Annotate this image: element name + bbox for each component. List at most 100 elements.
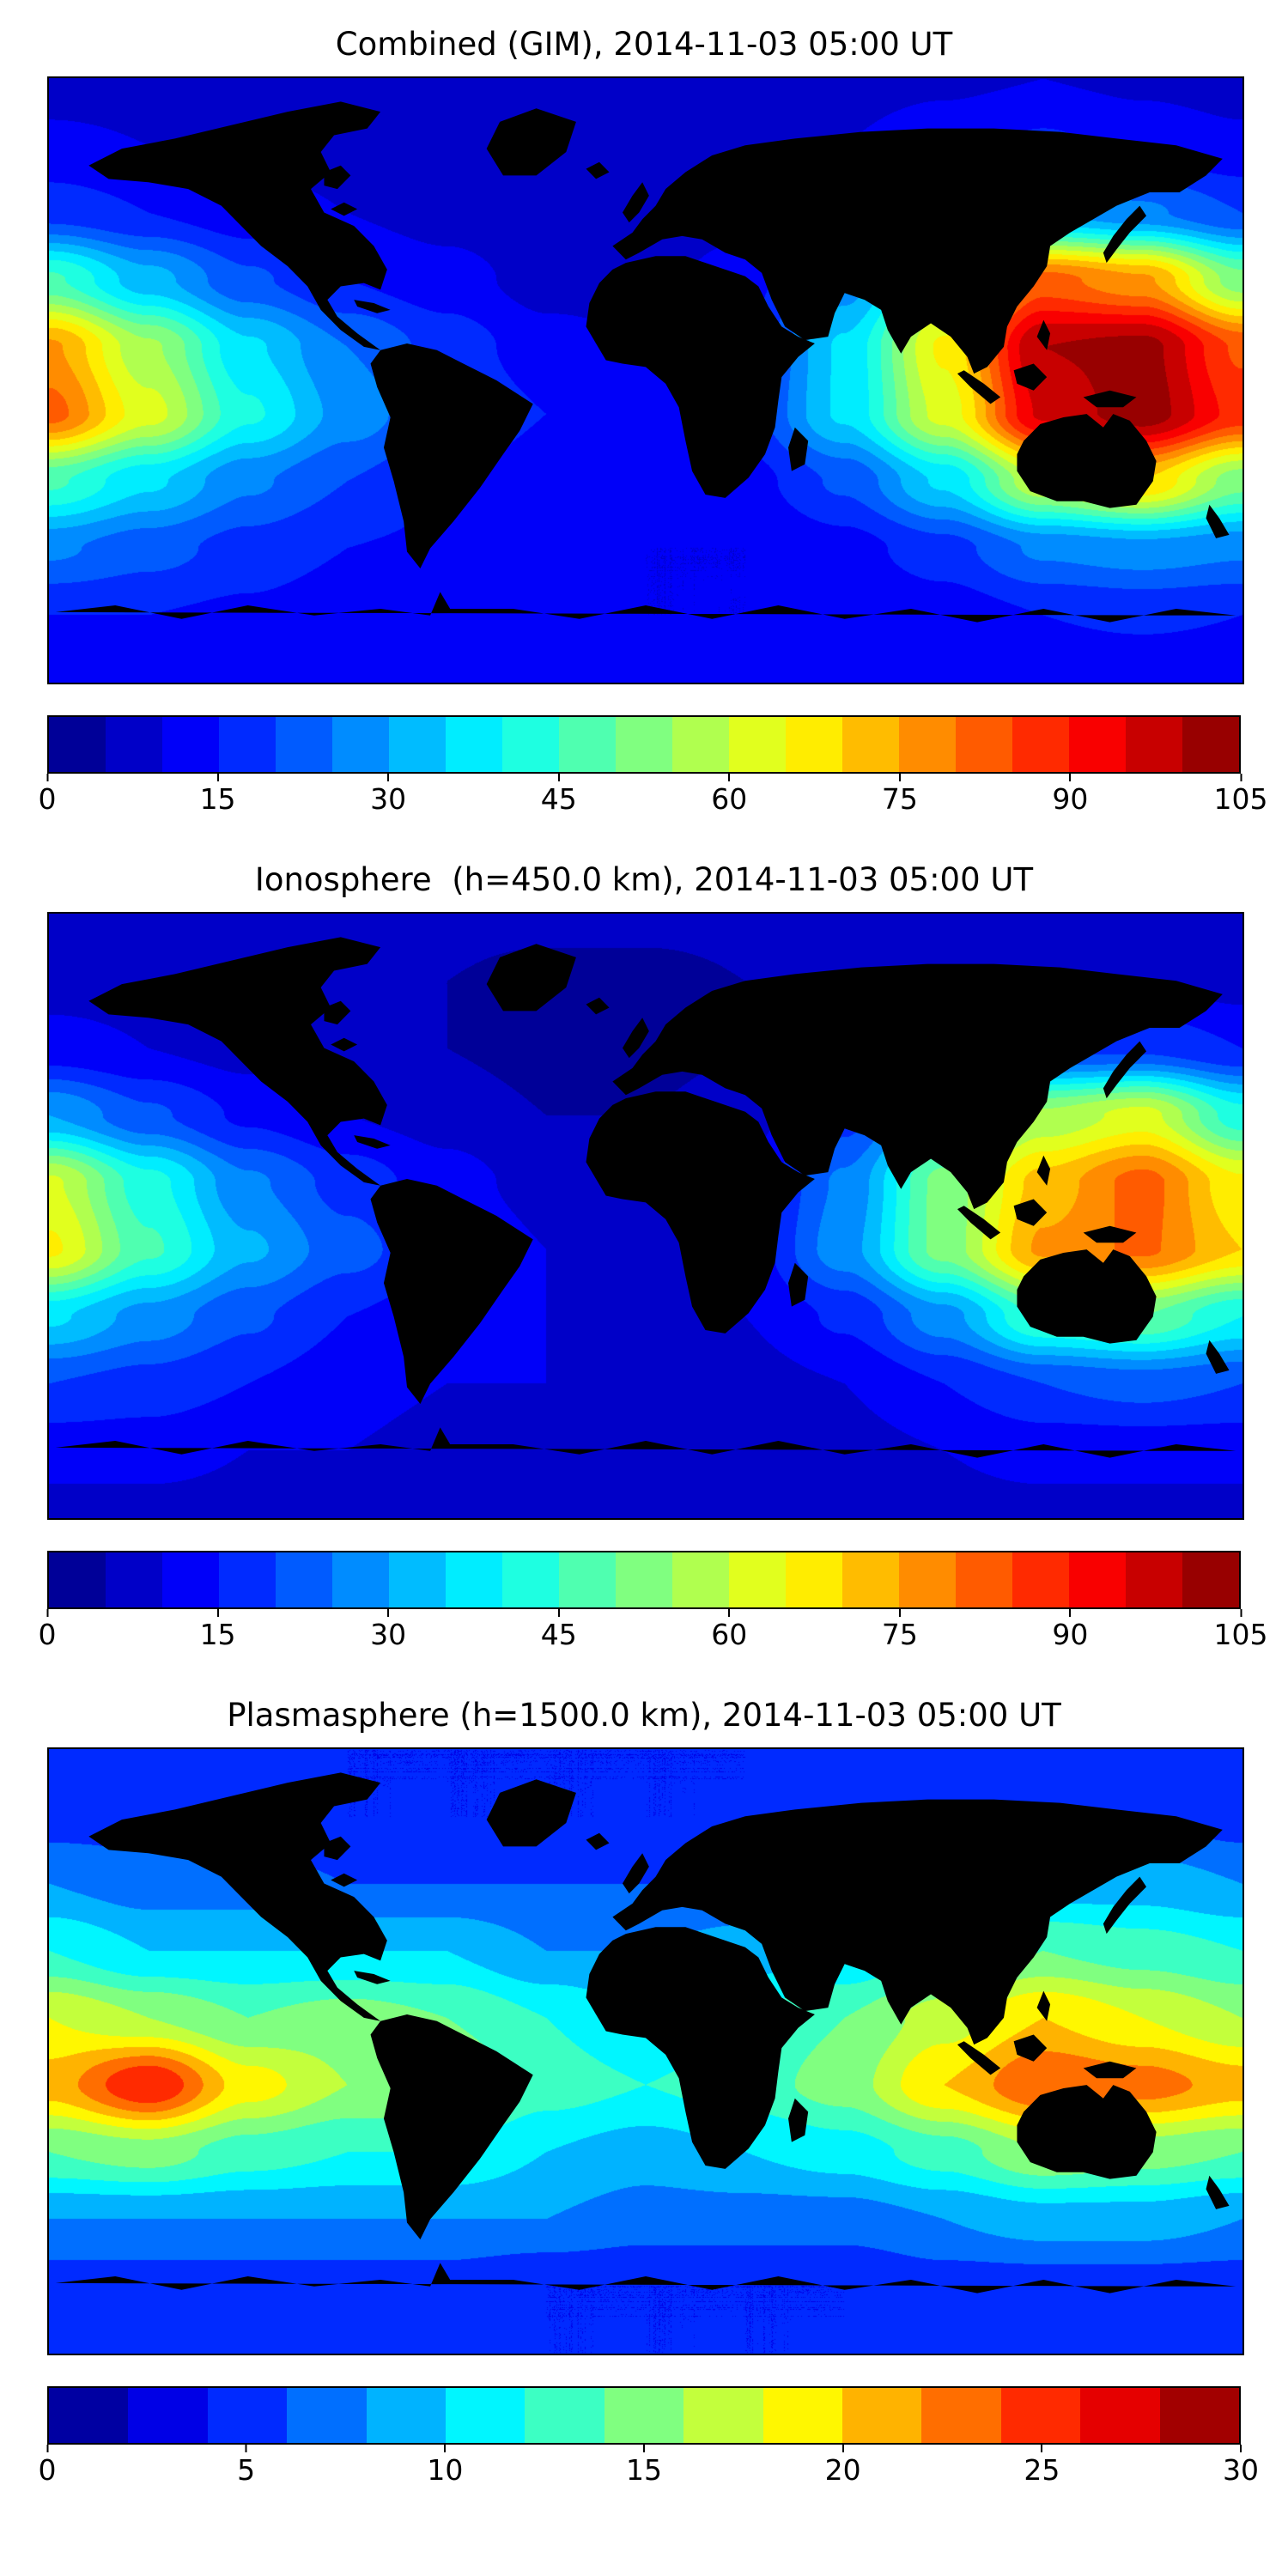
- colorbar-segment: [842, 717, 899, 772]
- colorbar-segment: [616, 1552, 672, 1607]
- colorbar-tick: 60: [711, 774, 747, 817]
- coastlines-overlay: [55, 1772, 1236, 2293]
- colorbar-segment: [389, 717, 446, 772]
- colorbar-segment: [219, 1552, 276, 1607]
- colorbar-segment: [842, 2388, 922, 2443]
- panel-title: Plasmasphere (h=1500.0 km), 2014-11-03 0…: [227, 1697, 1061, 1734]
- colorbar-segment: [729, 717, 786, 772]
- colorbar-segment: [502, 1552, 559, 1607]
- colorbar-segment: [1159, 2388, 1240, 2443]
- map-ionosphere: [47, 912, 1244, 1520]
- colorbar-ticks: 0 15 30 45 60 75 90 105: [39, 1609, 1268, 1662]
- colorbar-tick-label: 15: [199, 1618, 236, 1651]
- colorbar-tick: 75: [882, 774, 918, 817]
- colorbar-tick: 30: [370, 774, 406, 817]
- colorbar-segment: [332, 1552, 389, 1607]
- colorbar-tick-label: 20: [824, 2453, 861, 2487]
- colorbar-tick-mark: [46, 774, 48, 781]
- colorbar-segment: [604, 2388, 684, 2443]
- colorbar-segment: [616, 717, 672, 772]
- colorbar-segment: [729, 1552, 786, 1607]
- colorbar-segment: [1000, 2388, 1081, 2443]
- coastlines-overlay: [55, 101, 1236, 623]
- colorbar-segment: [559, 1552, 616, 1607]
- colorbar-segment: [762, 2388, 843, 2443]
- panel-ionosphere: Ionosphere (h=450.0 km), 2014-11-03 05:0…: [39, 861, 1268, 1662]
- colorbar-segment: [1182, 717, 1239, 772]
- colorbar-tick-label: 105: [1213, 1618, 1268, 1651]
- colorbar-tick-label: 30: [370, 1618, 407, 1651]
- tec-maps-figure: Combined (GIM), 2014-11-03 05:00 UT 0 15 3…: [39, 26, 1268, 2498]
- map-plasmasphere: [47, 1747, 1244, 2355]
- colorbar-segment: [842, 1552, 899, 1607]
- colorbar-tick-mark: [46, 1609, 48, 1617]
- colorbar-segment: [332, 717, 389, 772]
- panel-title: Ionosphere (h=450.0 km), 2014-11-03 05:0…: [254, 861, 1034, 898]
- colorbar-tick-label: 15: [626, 2453, 662, 2487]
- colorbar-tick-label: 60: [711, 1618, 748, 1651]
- colorbar-tick: 75: [882, 1609, 918, 1652]
- colorbar-segment: [1012, 1552, 1069, 1607]
- colorbar-segment: [1012, 717, 1069, 772]
- colorbar-segment: [49, 717, 106, 772]
- colorbar-segment: [219, 717, 276, 772]
- colorbar-segment: [683, 2388, 763, 2443]
- colorbar-tick: 90: [1052, 774, 1088, 817]
- colorbar: [47, 2386, 1241, 2445]
- colorbar-tick: 0: [39, 1609, 57, 1652]
- colorbar-tick-label: 15: [199, 782, 236, 816]
- colorbar-segment: [207, 2388, 288, 2443]
- colorbar-tick: 105: [1214, 774, 1268, 817]
- colorbar-segment: [672, 717, 729, 772]
- colorbar-tick-mark: [1069, 774, 1072, 781]
- coastlines-overlay: [55, 937, 1236, 1458]
- colorbar-tick-mark: [898, 1609, 901, 1617]
- colorbar-tick: 15: [626, 2445, 662, 2488]
- colorbar-tick-mark: [898, 774, 901, 781]
- colorbar-segment: [389, 1552, 446, 1607]
- colorbar-tick: 15: [200, 1609, 236, 1652]
- colorbar-segment: [162, 717, 219, 772]
- colorbar-tick: 10: [427, 2445, 463, 2488]
- colorbar-segment: [956, 717, 1012, 772]
- colorbar-tick: 30: [1223, 2445, 1259, 2488]
- colorbar-segment: [525, 2388, 605, 2443]
- colorbar: [47, 1551, 1241, 1609]
- colorbar-tick-mark: [1069, 1609, 1072, 1617]
- colorbar-segment: [287, 2388, 367, 2443]
- colorbar-segment: [446, 2388, 526, 2443]
- colorbar-ticks: 0 15 30 45 60 75 90 105: [39, 774, 1268, 827]
- colorbar-segment: [1069, 717, 1126, 772]
- colorbar: [47, 715, 1241, 774]
- colorbar-ticks: 0 5 10 15 20 25 30: [39, 2445, 1259, 2498]
- colorbar-segment: [502, 717, 559, 772]
- colorbar-tick-mark: [387, 1609, 390, 1617]
- colorbar-tick-mark: [46, 2445, 48, 2452]
- colorbar-tick-mark: [1041, 2445, 1043, 2452]
- colorbar-segment: [786, 717, 842, 772]
- colorbar-segment: [106, 1552, 162, 1607]
- colorbar-tick-label: 0: [38, 1618, 57, 1651]
- colorbar-tick: 45: [541, 774, 577, 817]
- colorbar-segment: [956, 1552, 1012, 1607]
- colorbar-segment: [49, 1552, 106, 1607]
- colorbar-tick: 90: [1052, 1609, 1088, 1652]
- colorbar-tick-label: 30: [370, 782, 407, 816]
- colorbar-tick-mark: [728, 774, 731, 781]
- colorbar-tick: 25: [1024, 2445, 1060, 2488]
- colorbar-tick-label: 105: [1213, 782, 1268, 816]
- colorbar-segment: [672, 1552, 729, 1607]
- colorbar-tick-label: 45: [540, 1618, 577, 1651]
- colorbar-segment: [49, 2388, 129, 2443]
- colorbar-segment: [1126, 1552, 1182, 1607]
- colorbar-tick: 0: [39, 2445, 57, 2488]
- colorbar-tick-mark: [387, 774, 390, 781]
- colorbar-tick-mark: [245, 2445, 247, 2452]
- colorbar-tick-label: 25: [1024, 2453, 1060, 2487]
- colorbar-tick: 60: [711, 1609, 747, 1652]
- colorbar-segment: [446, 1552, 502, 1607]
- colorbar-tick-label: 45: [540, 782, 577, 816]
- colorbar-tick-label: 5: [237, 2453, 256, 2487]
- colorbar-segment: [106, 717, 162, 772]
- colorbar-tick: 105: [1214, 1609, 1268, 1652]
